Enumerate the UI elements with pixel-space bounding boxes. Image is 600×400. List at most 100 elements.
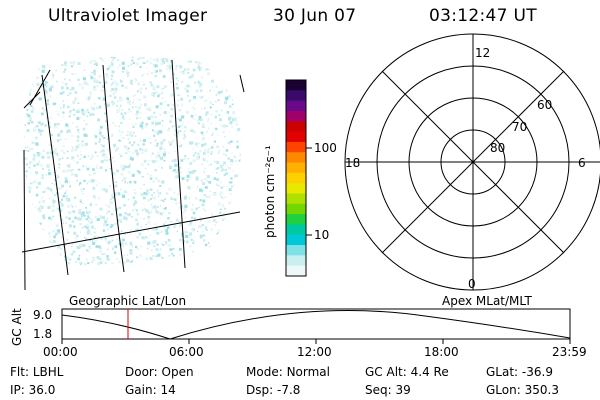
emission-speckle (222, 131, 225, 134)
emission-speckle (154, 91, 158, 95)
emission-speckle (49, 126, 51, 129)
emission-speckle (62, 245, 65, 247)
emission-speckle (115, 82, 119, 86)
emission-speckle (124, 190, 127, 193)
geographic-grid-lines (21, 59, 245, 291)
emission-speckle (159, 69, 162, 73)
emission-speckle (230, 185, 233, 188)
emission-speckle (60, 138, 62, 140)
emission-speckle (216, 178, 219, 181)
emission-speckle (151, 206, 154, 209)
emission-speckle (145, 223, 147, 226)
info-gc-alt: GC Alt: 4.4 Re (365, 365, 449, 379)
emission-speckle (109, 168, 112, 170)
emission-speckle (181, 103, 183, 106)
emission-speckle (211, 215, 213, 217)
emission-speckle (60, 248, 63, 250)
emission-speckle (138, 232, 142, 236)
emission-speckle (199, 234, 203, 238)
emission-speckle (99, 182, 101, 185)
emission-speckle (200, 220, 202, 222)
emission-speckle (180, 97, 184, 101)
emission-speckle (172, 169, 175, 172)
emission-speckle (175, 86, 179, 90)
emission-speckle (131, 101, 134, 104)
emission-speckle (164, 221, 167, 223)
emission-speckle (87, 155, 89, 157)
emission-speckle (43, 83, 46, 85)
emission-speckle (149, 210, 153, 213)
emission-speckle (92, 257, 96, 261)
emission-speckle (65, 195, 69, 198)
emission-speckle (143, 191, 147, 195)
emission-speckle (43, 190, 47, 194)
emission-speckle (75, 73, 77, 75)
emission-speckle (134, 201, 138, 204)
emission-speckle (169, 143, 172, 146)
emission-speckle (193, 118, 196, 120)
emission-speckle (35, 171, 39, 175)
emission-speckle (95, 64, 98, 67)
emission-speckle (101, 153, 105, 157)
emission-speckle (186, 89, 189, 93)
emission-speckle (154, 139, 157, 142)
emission-speckle (224, 207, 227, 210)
emission-speckle (160, 62, 164, 66)
emission-speckle (230, 177, 233, 180)
emission-speckle (116, 108, 120, 113)
emission-speckle (99, 134, 102, 137)
emission-speckle (93, 69, 96, 73)
emission-speckle (111, 156, 115, 159)
emission-speckle (79, 231, 82, 233)
emission-speckle (134, 149, 138, 153)
emission-speckle (33, 164, 36, 167)
emission-speckle (133, 99, 135, 101)
emission-speckle (201, 76, 204, 79)
emission-speckle (151, 241, 155, 245)
emission-speckle (52, 199, 54, 201)
emission-speckle (116, 104, 118, 107)
emission-speckle (106, 248, 110, 251)
emission-speckle (36, 162, 40, 166)
emission-speckle (139, 148, 142, 151)
emission-speckle (160, 107, 162, 109)
emission-speckle (113, 80, 117, 84)
emission-speckle (170, 196, 173, 199)
emission-speckle (224, 101, 228, 105)
emission-speckle (149, 174, 152, 177)
emission-speckle (44, 90, 48, 94)
emission-speckle (159, 114, 161, 116)
emission-speckle (87, 96, 91, 100)
emission-speckle (192, 68, 196, 72)
emission-speckle (174, 143, 176, 145)
emission-speckle (147, 215, 151, 219)
emission-speckle (179, 223, 182, 226)
emission-speckle (168, 255, 171, 257)
emission-speckle (190, 216, 194, 219)
emission-speckle (61, 219, 63, 221)
emission-speckle (72, 147, 74, 149)
emission-speckle (120, 155, 123, 158)
emission-speckle (149, 197, 153, 201)
emission-speckle (176, 129, 179, 133)
emission-speckle (197, 231, 199, 233)
emission-speckle (62, 222, 64, 224)
emission-speckle (196, 146, 198, 148)
emission-speckle (150, 155, 152, 157)
emission-speckle (66, 130, 70, 134)
emission-speckle (38, 97, 42, 101)
emission-speckle (89, 94, 92, 97)
emission-speckle (85, 98, 87, 100)
emission-speckle (93, 72, 96, 76)
emission-speckle (103, 158, 107, 162)
emission-speckle (96, 164, 98, 166)
emission-speckle (194, 152, 197, 154)
emission-speckle (92, 195, 96, 198)
emission-speckle (66, 204, 70, 208)
emission-speckle (52, 200, 56, 203)
emission-speckle (215, 221, 218, 224)
emission-speckle (185, 231, 188, 234)
emission-speckle (219, 124, 221, 126)
emission-speckle (136, 212, 140, 216)
emission-speckle (101, 89, 104, 92)
